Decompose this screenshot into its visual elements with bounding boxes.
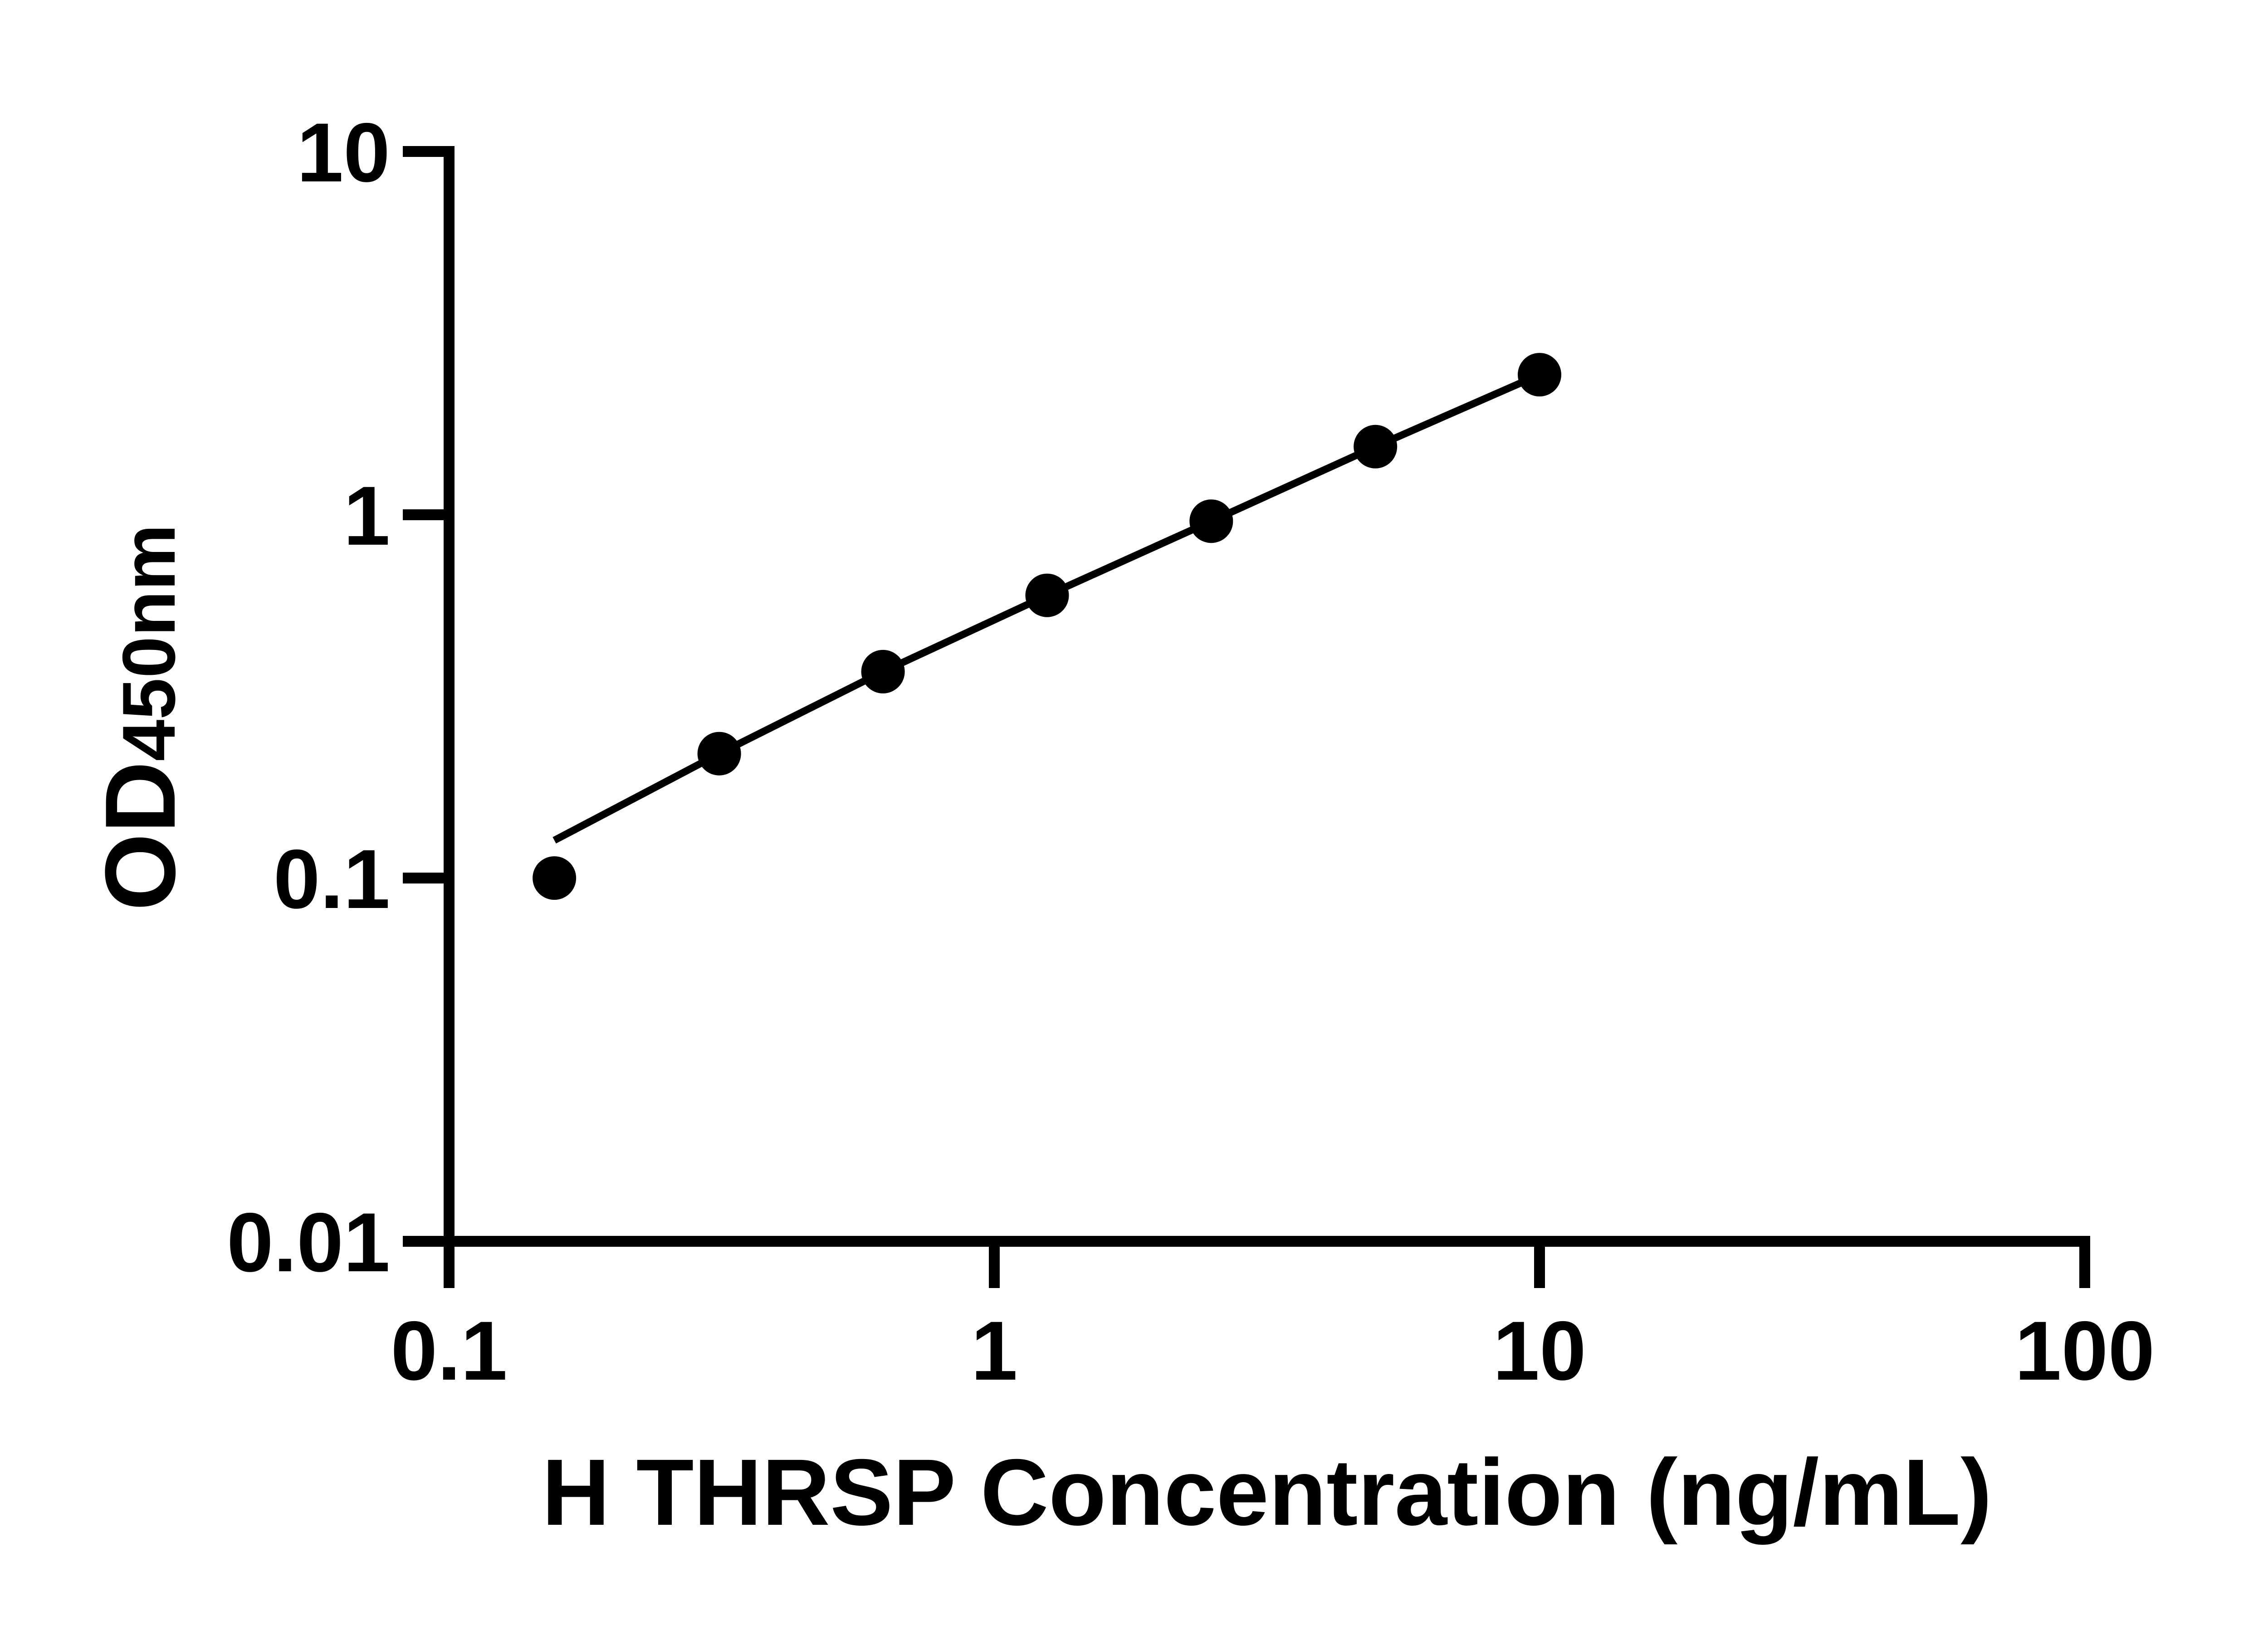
y-tick-label: 1 xyxy=(343,469,390,563)
x-tick-label: 100 xyxy=(2015,1304,2155,1398)
x-tick-label: 0.1 xyxy=(391,1304,507,1398)
data-point xyxy=(1189,499,1233,543)
axes xyxy=(444,146,2090,1247)
x-axis-title: H THRSP Concentration (ng/mL) xyxy=(542,1440,1992,1545)
data-point xyxy=(861,649,905,693)
axis-ticks xyxy=(403,146,2090,1288)
data-point xyxy=(1354,425,1398,469)
data-point xyxy=(533,856,577,900)
data-point xyxy=(1518,353,1561,397)
y-axis-title: OD450nm xyxy=(84,524,196,911)
y-tick-label: 10 xyxy=(297,106,390,200)
x-tick-label: 10 xyxy=(1493,1304,1586,1398)
x-tick-label: 1 xyxy=(971,1304,1018,1398)
data-points xyxy=(533,353,1561,900)
data-point xyxy=(697,732,741,776)
y-axis-title-main: OD xyxy=(84,761,196,911)
y-tick-label: 0.01 xyxy=(227,1196,390,1289)
y-axis-title-subscript: 450nm xyxy=(107,524,191,761)
data-point xyxy=(1025,573,1069,617)
y-tick-label: 0.1 xyxy=(274,833,390,926)
